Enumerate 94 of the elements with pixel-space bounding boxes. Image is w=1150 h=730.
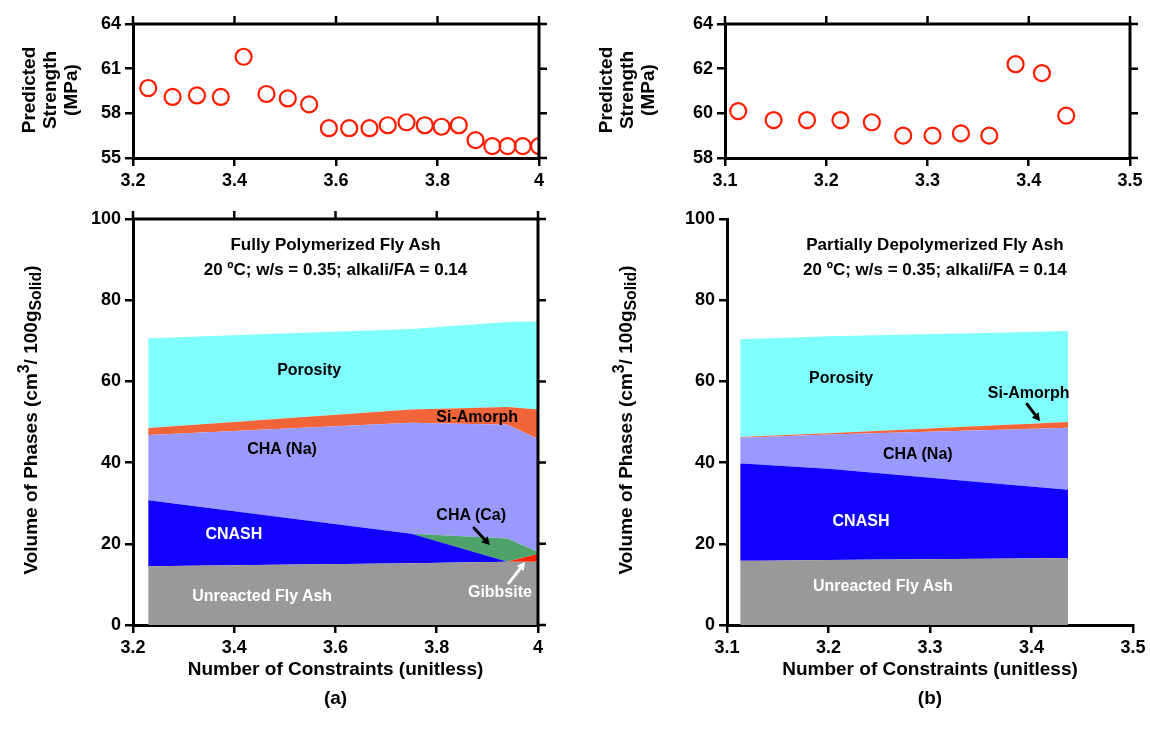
- x-tick-label: 3.5: [1117, 169, 1143, 190]
- x-tick-label: 3.2: [120, 636, 146, 657]
- series-label: Unreacted Fly Ash: [192, 587, 333, 605]
- x-axis-title: Number of Constraints (unitless): [187, 657, 484, 679]
- point: [729, 102, 748, 121]
- y-tick-label: 61: [100, 57, 121, 78]
- x-tick-label: 3.1: [712, 169, 738, 190]
- point: [862, 113, 881, 132]
- point: [483, 136, 502, 156]
- x-tick-label: 3.4: [1018, 636, 1045, 657]
- x-axis-title: Number of Constraints (unitless): [782, 657, 1078, 679]
- y-tick-label: 80: [100, 289, 121, 310]
- y-axis-title: Predicted Strength (MPa): [17, 45, 82, 136]
- series-label: Unreacted Fly Ash: [812, 577, 953, 595]
- text: 20 ºC; w/s = 0.35; alkali/FA = 0.14: [803, 259, 1068, 279]
- y-tick-label: 0: [110, 613, 121, 634]
- point: [1057, 106, 1076, 125]
- x-tick-label: 4: [532, 636, 544, 657]
- text: 20 ºC; w/s = 0.35; alkali/FA = 0.14: [203, 259, 468, 279]
- y-tick-label: 64: [692, 12, 713, 33]
- series-label: CHA (Na): [883, 445, 953, 463]
- point: [466, 131, 485, 150]
- x-tick-label: 3.8: [424, 169, 451, 190]
- x-tick-label: 3.4: [221, 169, 248, 190]
- series-label: CNASH: [832, 512, 890, 530]
- point: [764, 110, 783, 130]
- x-tick-label: 3.4: [1016, 169, 1042, 190]
- point: [894, 126, 913, 145]
- series-label: Porosity: [809, 368, 874, 386]
- y-tick-label: 40: [100, 451, 121, 472]
- y-tick-label: 40: [694, 451, 715, 472]
- point: [831, 110, 850, 130]
- point: [278, 89, 297, 108]
- x-tick-label: 3.2: [120, 169, 146, 190]
- series-label: Si-Amorph: [987, 383, 1070, 401]
- x-tick-label: 3.8: [424, 636, 450, 657]
- y-tick-label: 60: [100, 370, 121, 391]
- y-tick-label: 62: [692, 57, 713, 78]
- series-label: CNASH: [205, 525, 263, 543]
- point: [163, 87, 182, 107]
- y-axis-title: Predicted Strength (MPa): [594, 45, 659, 136]
- y-tick-label: 58: [692, 146, 713, 167]
- y-tick-label: 55: [100, 146, 121, 167]
- point: [432, 117, 451, 136]
- series-label: CHA (Na): [247, 439, 317, 457]
- y-tick-label: 20: [694, 532, 715, 553]
- point: [449, 116, 468, 135]
- series-label: Gibbsite: [467, 582, 533, 600]
- point: [951, 124, 971, 143]
- series-label: Porosity: [277, 361, 342, 379]
- point: [187, 86, 207, 105]
- point: [498, 136, 517, 156]
- y-tick-label: 64: [100, 12, 121, 33]
- text: (a): [322, 687, 349, 709]
- point: [513, 136, 532, 156]
- text: Partially Depolymerized Fly Ash: [806, 234, 1064, 254]
- series-label: CHA (Ca): [436, 506, 506, 524]
- point: [797, 110, 817, 130]
- x-tick-label: 4: [533, 169, 545, 190]
- y-tick-label: 20: [100, 532, 121, 553]
- point: [234, 47, 253, 66]
- x-tick-label: 3.4: [221, 636, 247, 657]
- y-tick-label: 60: [692, 102, 713, 123]
- point: [319, 119, 338, 138]
- x-tick-label: 3.6: [323, 169, 349, 190]
- point: [211, 87, 230, 107]
- x-tick-label: 3.2: [815, 636, 842, 657]
- point: [139, 78, 158, 98]
- point: [360, 119, 379, 138]
- point: [378, 116, 397, 135]
- point: [415, 116, 434, 135]
- y-tick-label: 100: [684, 207, 715, 228]
- text: (b): [916, 687, 944, 709]
- x-tick-label: 3.3: [914, 169, 941, 190]
- x-tick-label: 3.5: [1120, 636, 1146, 657]
- y-tick-label: 0: [704, 613, 715, 634]
- point: [923, 126, 942, 145]
- point: [980, 126, 999, 145]
- x-tick-label: 3.3: [917, 636, 943, 657]
- y-tick-label: 58: [100, 102, 121, 123]
- point: [1032, 64, 1052, 83]
- point: [397, 113, 416, 132]
- x-tick-label: 3.2: [813, 169, 839, 190]
- x-tick-label: 3.1: [714, 636, 740, 657]
- point: [340, 119, 359, 138]
- point: [300, 95, 319, 114]
- y-tick-label: 60: [694, 370, 715, 391]
- text: Fully Polymerized Fly Ash: [230, 234, 441, 254]
- x-tick-label: 3.6: [322, 636, 349, 657]
- series-label: Si-Amorph: [436, 407, 519, 425]
- point: [257, 84, 276, 104]
- y-tick-label: 100: [90, 207, 121, 228]
- y-tick-label: 80: [694, 289, 715, 310]
- point: [1006, 55, 1025, 74]
